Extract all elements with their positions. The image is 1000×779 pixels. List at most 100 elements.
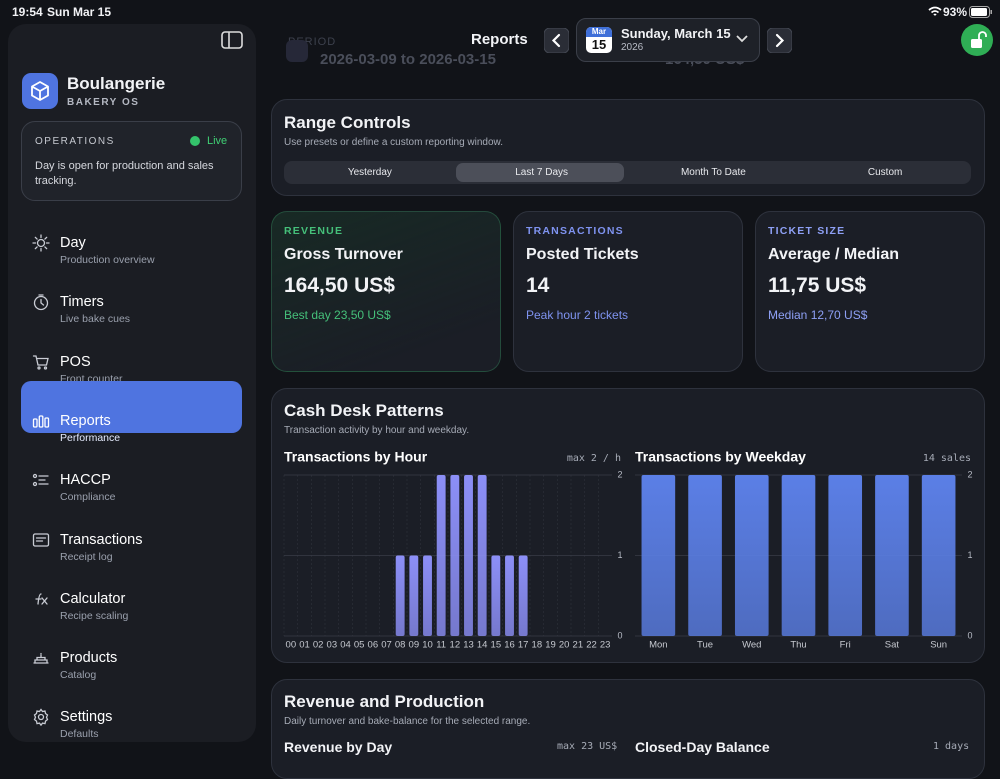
x-tick-label: 16 [504, 640, 515, 651]
chart-annotation: 14 sales [923, 453, 971, 464]
nav-label[interactable]: POS [60, 353, 91, 370]
revenue-title: Revenue and Production [284, 692, 485, 711]
revenue-left-note: max 23 US$ [557, 741, 618, 752]
metric-title: Posted Tickets [526, 246, 639, 263]
nav-sub: Catalog [60, 669, 97, 682]
bar [828, 475, 863, 636]
nav-sub: Production overview [60, 254, 155, 266]
nav-sub: Recipe scaling [60, 609, 129, 622]
bar [688, 475, 722, 636]
nav-icon [32, 474, 49, 487]
nav-icon [32, 234, 50, 252]
operations-label: OPERATIONS [35, 136, 115, 147]
y-tick-label: 1 [617, 550, 622, 560]
bar [464, 475, 473, 636]
x-tick-label: Thu [790, 640, 806, 651]
period-range: 2026-03-09 to 2026-03-15 [320, 51, 496, 68]
calendar-day: 15 [591, 37, 607, 52]
revenue-left-title: Revenue by Day [284, 739, 393, 755]
sidebar-toggle[interactable] [221, 31, 243, 49]
range-subtitle: Use presets or define a custom reporting… [284, 137, 503, 148]
nav-icon [33, 652, 49, 664]
brand-subtitle: BAKERY OS [67, 97, 140, 108]
metric-label: TICKET SIZE [768, 225, 846, 237]
live-dot [190, 136, 200, 146]
chart-title: Transactions by Weekday [635, 449, 806, 465]
x-tick-label: 06 [368, 640, 379, 651]
header-title: Reports [471, 31, 528, 48]
date-chevron [736, 35, 748, 43]
metric-title: Gross Turnover [284, 246, 403, 263]
x-tick-label: Sat [885, 640, 900, 651]
metric-label: TRANSACTIONS [526, 225, 624, 237]
bar [491, 555, 501, 636]
period-icon [286, 40, 308, 62]
x-tick-label: 18 [532, 640, 543, 651]
nav-icon [32, 354, 49, 370]
revenue-right-note: 1 days [933, 741, 970, 752]
brand-name: Boulangerie [67, 74, 166, 93]
nav-label[interactable]: Calculator [60, 590, 126, 607]
segment-selected-bg [455, 163, 624, 182]
nav-sub: Compliance [60, 491, 116, 504]
metric-note: Best day 23,50 US$ [284, 308, 391, 322]
operations-text: Day is open for production and sales tra… [35, 160, 214, 187]
x-tick-label: 03 [327, 640, 338, 651]
x-tick-label: 00 [286, 640, 297, 651]
nav-sub: Defaults [60, 728, 99, 741]
bar [477, 475, 487, 636]
x-tick-label: 15 [491, 640, 502, 651]
nav-sub: Live bake cues [60, 313, 131, 326]
y-tick-label: 1 [967, 550, 972, 560]
nav-label[interactable]: Transactions [60, 531, 143, 548]
bar [781, 475, 816, 636]
next-button[interactable] [767, 28, 792, 53]
segment-option[interactable]: Yesterday [347, 167, 392, 178]
bar [875, 475, 909, 636]
x-tick-label: 14 [477, 640, 488, 651]
battery-icon [969, 6, 992, 18]
status-date: Sun Mar 15 [47, 5, 112, 19]
x-tick-label: Wed [742, 640, 761, 651]
metric-card [271, 211, 501, 372]
status-time: 19:54 [12, 5, 43, 19]
y-tick-label: 0 [967, 630, 972, 640]
bar [641, 475, 676, 636]
bar [409, 555, 419, 636]
nav-label[interactable]: Reports [60, 412, 111, 429]
nav-label[interactable]: HACCP [60, 472, 111, 489]
nav-label[interactable]: Timers [60, 294, 104, 311]
lock-button[interactable] [960, 23, 994, 57]
nav-label[interactable]: Settings [60, 709, 113, 726]
metric-card [513, 211, 743, 372]
segment-option[interactable]: Month To Date [680, 167, 746, 178]
x-tick-label: 23 [600, 640, 611, 651]
nav-icon [32, 532, 50, 547]
x-tick-label: 02 [313, 640, 324, 651]
header-year: 2026 [621, 42, 644, 53]
prev-button[interactable] [544, 28, 569, 53]
x-tick-label: 01 [299, 640, 310, 651]
segment-option[interactable]: Last 7 Days [515, 167, 569, 178]
calendar-month: Mar [586, 27, 612, 37]
nav-icon [33, 294, 49, 311]
nav-label[interactable]: Products [60, 650, 118, 667]
cash-desk-card [271, 388, 985, 663]
x-tick-label: 21 [573, 640, 584, 651]
nav-active-bg [21, 380, 242, 433]
brand-icon [22, 73, 58, 109]
nav-icon [35, 593, 48, 605]
status-battery: 93% [943, 5, 968, 19]
metric-value: 11,75 US$ [768, 274, 867, 297]
metric-label: REVENUE [284, 225, 344, 237]
nav-icon [32, 415, 50, 428]
y-tick-label: 2 [617, 469, 622, 479]
segment-option[interactable]: Custom [867, 167, 903, 178]
bar [921, 475, 956, 636]
cash-desk-subtitle: Transaction activity by hour and weekday… [284, 425, 470, 436]
x-tick-label: 08 [395, 640, 406, 651]
bar [450, 475, 460, 636]
nav-label[interactable]: Day [60, 235, 86, 251]
nav-sub: Receipt log [60, 550, 113, 563]
